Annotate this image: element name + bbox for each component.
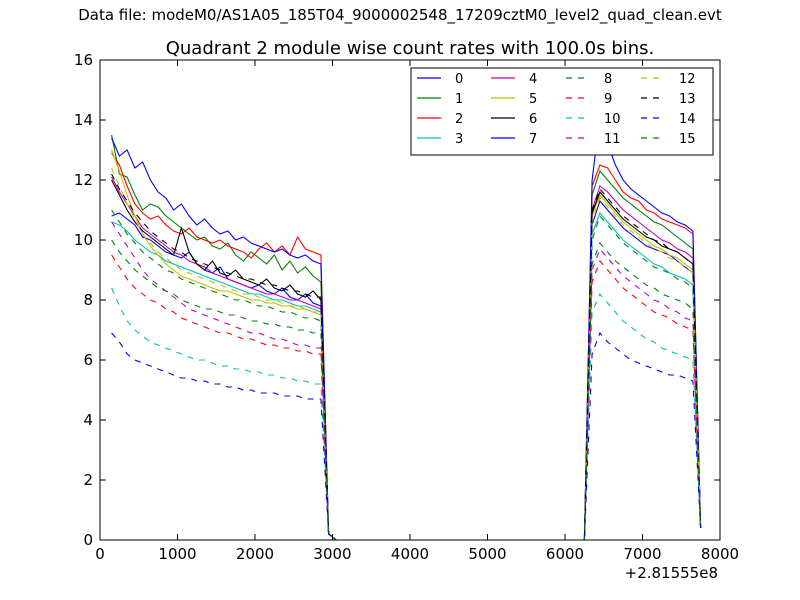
y-tick-label: 4: [83, 411, 93, 429]
legend-label-0: 0: [455, 72, 463, 87]
y-tick-label: 2: [83, 471, 93, 489]
x-tick-label: 6000: [546, 545, 584, 563]
x-tick-label: 2000: [236, 545, 274, 563]
x-tick-label: 7000: [623, 545, 661, 563]
x-tick-label: 4000: [391, 545, 429, 563]
series-line-7: [111, 116, 702, 541]
series-line-15: [111, 239, 702, 541]
legend-box: [410, 67, 714, 156]
x-tick-label: 3000: [313, 545, 351, 563]
series-line-10: [111, 287, 702, 541]
y-tick-label: 8: [83, 291, 93, 309]
chart-title: Quadrant 2 module wise count rates with …: [166, 38, 655, 59]
legend-label-15: 15: [679, 132, 696, 147]
x-tick-label: 1000: [158, 545, 196, 563]
x-tick-label: 0: [95, 545, 105, 563]
y-tick-label: 10: [74, 231, 93, 249]
series-line-2: [111, 152, 702, 541]
legend-label-6: 6: [529, 112, 537, 127]
legend-label-7: 7: [529, 132, 537, 147]
series-line-13: [111, 173, 702, 541]
data-file-title: Data file: modeM0/AS1A05_185T04_90000025…: [78, 6, 722, 24]
legend-label-12: 12: [679, 72, 696, 87]
y-tick-label: 16: [74, 51, 93, 69]
legend-label-11: 11: [604, 132, 621, 147]
series-line-0: [111, 199, 702, 541]
legend-label-3: 3: [455, 132, 463, 147]
y-tick-label: 0: [83, 531, 93, 549]
legend-label-8: 8: [604, 72, 612, 87]
legend-label-1: 1: [455, 92, 463, 107]
x-tick-label: 8000: [701, 545, 739, 563]
y-tick-label: 14: [74, 111, 93, 129]
series-line-3: [111, 211, 702, 541]
legend-label-13: 13: [679, 92, 696, 107]
y-tick-label: 6: [83, 351, 93, 369]
legend-label-5: 5: [529, 92, 537, 107]
x-tick-label: 5000: [468, 545, 506, 563]
series-line-14: [111, 331, 702, 541]
series-line-5: [111, 149, 702, 541]
series-line-6: [111, 179, 702, 541]
legend-label-2: 2: [455, 112, 463, 127]
series-line-1: [111, 134, 702, 541]
series-line-4: [111, 176, 702, 541]
series-line-12: [111, 167, 702, 541]
plot-lines: [111, 116, 702, 541]
legend-label-10: 10: [604, 112, 621, 127]
legend-label-9: 9: [604, 92, 612, 107]
legend-label-14: 14: [679, 112, 696, 127]
y-tick-label: 12: [74, 171, 93, 189]
x-axis-offset-label: +2.81555e8: [625, 564, 718, 582]
axes: 0 1000 2000 3000 4000 5000 6000 7000 80000246810…: [74, 51, 739, 563]
series-line-8: [111, 209, 702, 541]
legend-label-4: 4: [529, 72, 537, 87]
series-line-11: [111, 221, 702, 541]
series-line-9: [111, 254, 702, 541]
